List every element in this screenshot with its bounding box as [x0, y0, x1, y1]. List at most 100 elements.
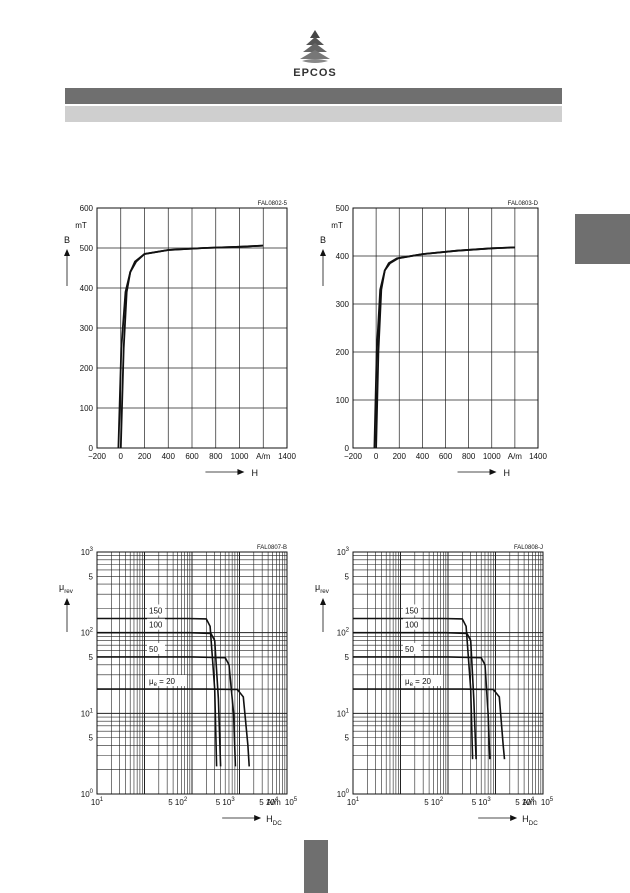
- series-label-bg: [403, 642, 421, 654]
- series-label-bg: [147, 642, 165, 654]
- series-label-bg: [147, 618, 165, 630]
- y-tick-label: 101: [337, 708, 350, 718]
- chart-code: FAL0808-J: [514, 545, 543, 551]
- x-tick-label: 0: [374, 452, 379, 461]
- y-tick-label: 600: [80, 204, 94, 213]
- y-tick-label: 0: [345, 444, 350, 453]
- y-tick-label: 5: [89, 734, 94, 743]
- chart-code: FAL0803-D: [508, 201, 539, 207]
- y-arrowhead-icon: [64, 249, 70, 256]
- x-tick-label: 400: [416, 452, 430, 461]
- y-axis-label: μrev: [315, 582, 330, 595]
- x-tick-label: 1000: [231, 452, 249, 461]
- x-tick-label: 800: [209, 452, 223, 461]
- y-tick-label: 200: [336, 348, 350, 357]
- series-label-bg: [403, 618, 421, 630]
- x-arrowhead-icon: [489, 469, 497, 475]
- y-unit-label: mT: [75, 221, 87, 230]
- y-arrowhead-icon: [320, 598, 326, 605]
- x-tick-label: 800: [462, 452, 476, 461]
- x-arrowhead-icon: [237, 469, 245, 475]
- x-tick-label: 400: [162, 452, 176, 461]
- series-line-1: [97, 617, 218, 767]
- x-axis-label: H: [504, 468, 511, 478]
- x-tick-label: −200: [88, 452, 107, 461]
- y-tick-label: 400: [336, 252, 350, 261]
- x-tick-label: 200: [138, 452, 152, 461]
- x-tick-label: 5 103: [216, 797, 236, 807]
- series-label: 100: [405, 621, 419, 630]
- x-tick-label: −200: [344, 452, 363, 461]
- x-tick-label: 600: [439, 452, 453, 461]
- series-line-2: [373, 246, 515, 449]
- y-tick-label: 500: [336, 204, 350, 213]
- y-tick-label: 300: [80, 324, 94, 333]
- x-tick-label: 5 104: [259, 797, 279, 807]
- series-label-bg: [147, 675, 187, 687]
- x-tick-label: 5 103: [472, 797, 492, 807]
- y-tick-label: 103: [337, 547, 350, 557]
- x-tick-label: 5 104: [515, 797, 535, 807]
- y-tick-label: 0: [89, 444, 94, 453]
- y-tick-label: 103: [81, 547, 94, 557]
- x-tick-label: 101: [91, 797, 104, 807]
- subheader-band: [65, 106, 562, 122]
- x-tick-label: 1000: [483, 452, 501, 461]
- plot-frame: [352, 207, 539, 449]
- y-tick-label: 100: [81, 789, 94, 799]
- y-tick-label: 102: [337, 628, 350, 638]
- x-unit-label: A/m: [267, 798, 282, 807]
- chart-code: FAL0802-5: [258, 201, 288, 207]
- y-axis-label: B: [64, 235, 70, 245]
- x-tick-label: 105: [541, 797, 554, 807]
- y-tick-label: 500: [80, 244, 94, 253]
- brand-name: EPCOS: [293, 67, 337, 79]
- y-tick-label: 300: [336, 300, 350, 309]
- chart-code: FAL0807-B: [257, 545, 287, 551]
- series-line-3: [97, 656, 237, 767]
- y-arrowhead-icon: [320, 249, 326, 256]
- y-tick-label: 101: [81, 708, 94, 718]
- y-tick-label: 100: [337, 789, 350, 799]
- x-tick-label: 200: [393, 452, 407, 461]
- series-line-2: [117, 244, 264, 449]
- series-label-bg: [403, 675, 443, 687]
- series-label-bg: [403, 604, 421, 616]
- y-tick-label: 100: [336, 396, 350, 405]
- series-label: 150: [149, 606, 163, 615]
- series-label: 100: [149, 621, 163, 630]
- y-axis-label: B: [320, 235, 326, 245]
- x-unit-label: A/m: [256, 452, 271, 461]
- y-tick-label: 5: [345, 572, 350, 581]
- x-tick-label: 1400: [529, 452, 547, 461]
- x-unit-label: A/m: [523, 798, 538, 807]
- y-tick-label: 102: [81, 628, 94, 638]
- series-line-1: [353, 617, 474, 760]
- x-tick-label: 5 102: [168, 797, 188, 807]
- x-unit-label: A/m: [508, 452, 523, 461]
- series-label: μe = 20: [405, 677, 432, 688]
- series-line-2: [353, 631, 477, 760]
- series-label: μe = 20: [149, 677, 176, 688]
- x-axis-label: H: [251, 468, 258, 478]
- x-tick-label: 105: [285, 797, 298, 807]
- y-tick-label: 100: [80, 404, 94, 413]
- x-tick-label: 101: [347, 797, 360, 807]
- x-arrowhead-icon: [254, 815, 262, 821]
- series-label-bg: [147, 604, 165, 616]
- plot-frame: [96, 551, 288, 795]
- section-tab: [575, 214, 630, 264]
- y-tick-label: 200: [80, 364, 94, 373]
- epcos-logo-mark-icon: [300, 30, 330, 63]
- series-line-2: [97, 631, 222, 767]
- x-arrowhead-icon: [510, 815, 518, 821]
- series-label: 150: [405, 606, 419, 615]
- x-axis-label: HDC: [522, 814, 538, 827]
- epcos-logo: EPCOS: [270, 28, 360, 83]
- x-tick-label: 600: [185, 452, 199, 461]
- y-tick-label: 5: [345, 734, 350, 743]
